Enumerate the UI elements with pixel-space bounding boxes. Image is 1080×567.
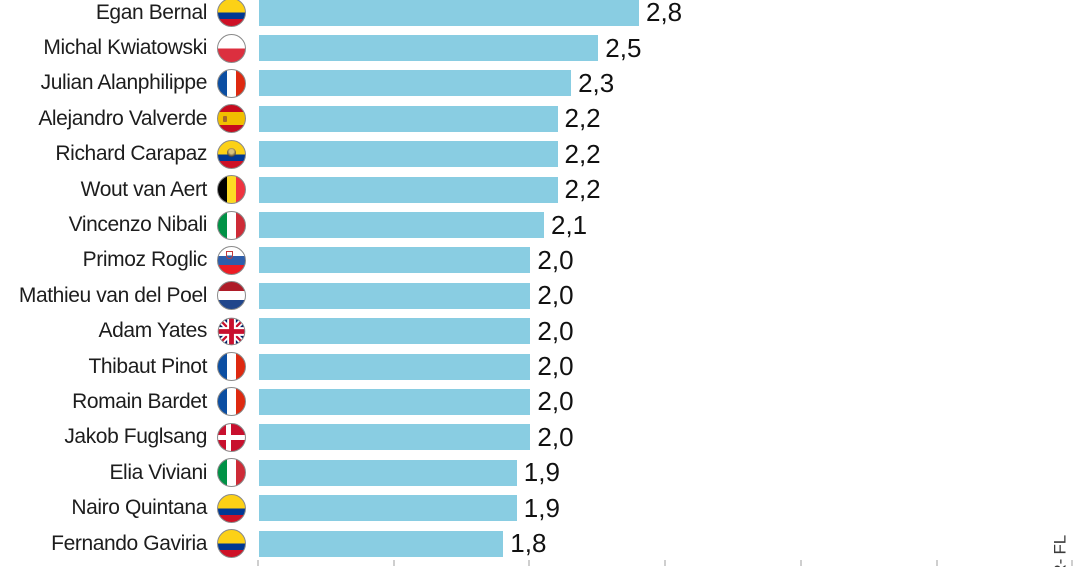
chart-row: Michal Kwiatowski 2,5: [0, 30, 1080, 65]
chart-row: Jakob Fuglsang 2,0: [0, 420, 1080, 455]
salary-bar: [259, 141, 558, 168]
chart-row: Wout van Aert 2,2: [0, 172, 1080, 207]
chart-row: Thibaut Pinot 2,0: [0, 349, 1080, 384]
rider-name: Romain Bardet: [72, 389, 207, 413]
value-label: 2,0: [537, 421, 574, 452]
uk-flag-icon: [217, 317, 246, 346]
salary-bar: [259, 105, 558, 132]
netherlands-flag-icon: [217, 281, 246, 311]
chart-row: Julian Alanphilippe 2,3: [0, 66, 1080, 101]
value-label: 2,8: [646, 0, 683, 28]
value-label: 2,0: [537, 315, 574, 346]
rider-name: Egan Bernal: [95, 0, 208, 24]
value-label: 1,8: [510, 528, 547, 559]
value-label: 1,9: [523, 457, 560, 488]
italy-flag-icon: [217, 458, 246, 488]
spain-flag-icon: [217, 104, 246, 134]
rider-name: Fernando Gaviria: [51, 531, 207, 555]
salary-bar: [259, 70, 572, 97]
chart-row: Fernando Gaviria 1,8: [0, 526, 1080, 561]
chart-row: Alejandro Valverde 2,2: [0, 101, 1080, 136]
france-flag-icon: [217, 352, 246, 382]
chart-row: Nairo Quintana 1,9: [0, 490, 1080, 525]
rider-name: Mathieu van del Poel: [18, 283, 208, 307]
value-label: 2,1: [551, 209, 588, 240]
rider-name: Vincenzo Nibali: [68, 213, 208, 237]
value-label: 2,2: [564, 174, 601, 205]
chart-row: Vincenzo Nibali 2,1: [0, 207, 1080, 242]
colombia-flag-icon: [217, 529, 246, 559]
slovenia-flag-icon: [217, 245, 246, 275]
rider-name: Alejandro Valverde: [38, 106, 207, 130]
chart-row: Romain Bardet 2,0: [0, 384, 1080, 419]
colombia-flag-icon: [217, 493, 246, 523]
salary-bar: [259, 424, 531, 451]
ecuador-flag-icon: [217, 139, 246, 169]
chart-row: Mathieu van del Poel 2,0: [0, 278, 1080, 313]
value-label: 1,9: [523, 492, 560, 523]
salary-bar: [259, 388, 531, 415]
poland-flag-icon: [217, 33, 246, 63]
salary-bar: [259, 247, 531, 274]
value-label: 2,0: [537, 244, 574, 275]
value-label: 2,3: [578, 67, 615, 98]
value-label: 2,5: [605, 32, 642, 63]
value-label: 2,0: [537, 386, 574, 417]
rider-name: Adam Yates: [98, 319, 208, 343]
salary-bar: [259, 530, 504, 557]
belgium-flag-icon: [217, 175, 246, 205]
salary-bar: [259, 459, 517, 486]
salary-bar: [259, 176, 558, 203]
rider-name: Jakob Fuglsang: [64, 425, 207, 449]
salary-bar: [259, 282, 531, 309]
value-label: 2,2: [564, 103, 601, 134]
chart-row: Elia Viviani 1,9: [0, 455, 1080, 490]
salary-bar: [259, 495, 517, 522]
colombia-flag-icon: [217, 0, 246, 28]
chart-row: Primoz Roglic 2,0: [0, 243, 1080, 278]
denmark-flag-icon: [217, 422, 246, 452]
value-label: 2,2: [564, 138, 601, 169]
rider-name: Richard Carapaz: [55, 142, 207, 166]
salary-bar: [259, 353, 531, 380]
salary-bar: [259, 318, 531, 345]
chart-row: Adam Yates 2,0: [0, 314, 1080, 349]
salary-bar: [259, 212, 544, 239]
credit-text: Gráfico: LR- FL: [1050, 535, 1069, 567]
rider-name: Michal Kwiatowski: [43, 36, 207, 60]
value-label: 2,0: [537, 351, 574, 382]
salary-bar: [259, 0, 639, 26]
rider-name: Wout van Aert: [80, 177, 208, 201]
rider-name: Primoz Roglic: [82, 248, 208, 272]
rider-name: Thibaut Pinot: [88, 354, 207, 378]
chart-row: Richard Carapaz 2,2: [0, 137, 1080, 172]
rider-name: Nairo Quintana: [71, 496, 207, 520]
salary-bar: [259, 35, 599, 62]
chart-row: Egan Bernal 2,8: [0, 0, 1080, 30]
rider-name: Julian Alanphilippe: [40, 71, 208, 95]
france-flag-icon: [217, 68, 246, 98]
source-credit: Fuente: Calzio e FinanzaGráfico: LR- FL: [1050, 535, 1070, 567]
italy-flag-icon: [217, 210, 246, 240]
france-flag-icon: [217, 387, 246, 417]
value-label: 2,0: [537, 280, 574, 311]
rider-name: Elia Viviani: [109, 460, 207, 484]
